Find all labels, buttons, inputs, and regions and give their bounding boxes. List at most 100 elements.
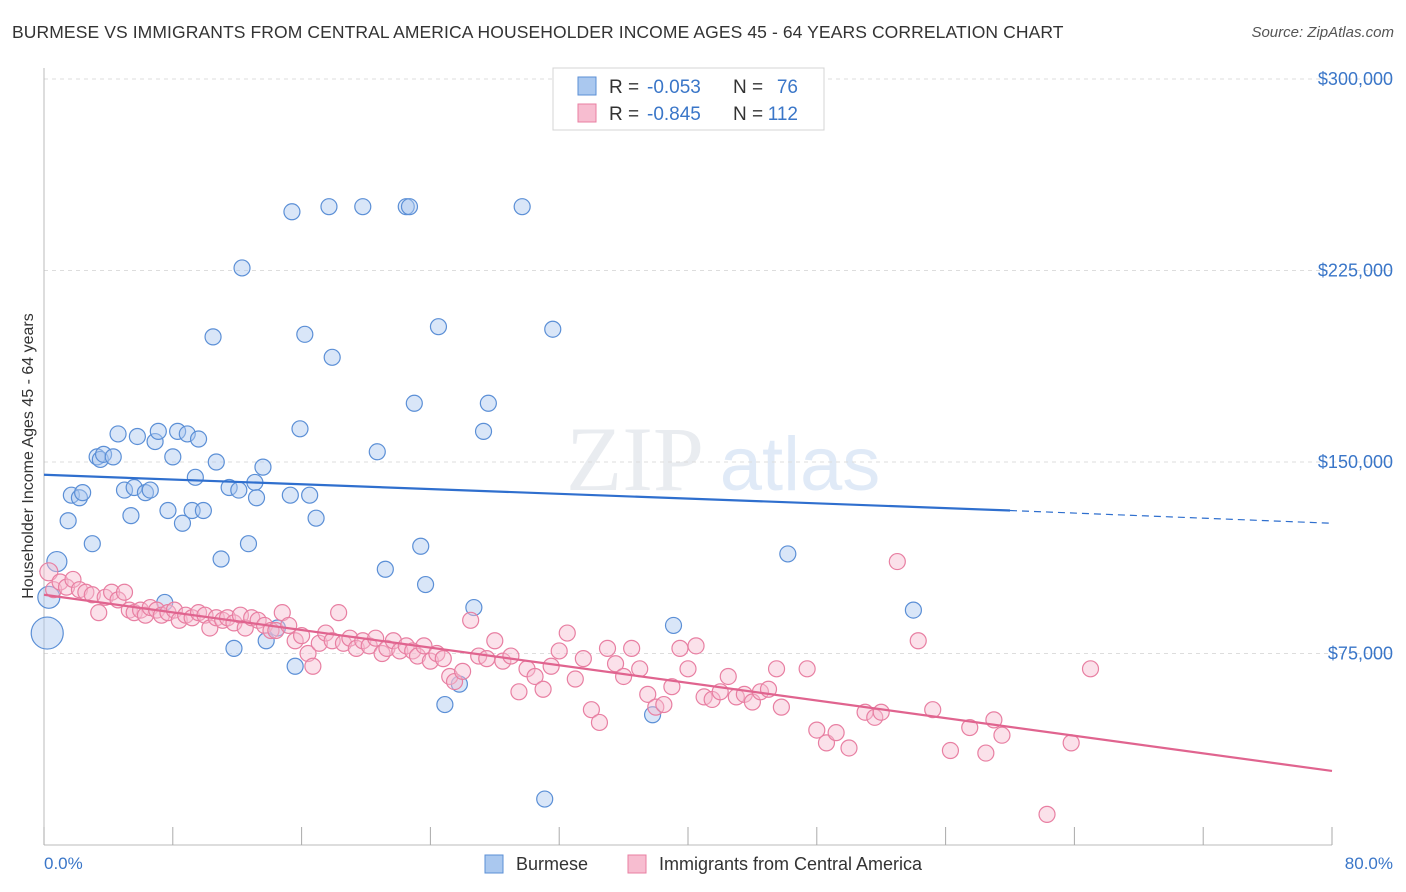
burmese-point-59 [412, 537, 430, 555]
central-america-point-91 [639, 685, 657, 703]
central-america-point-111 [840, 739, 858, 757]
central-america-point-75 [510, 683, 528, 701]
burmese-point-26 [178, 425, 196, 443]
burmese-point-49 [301, 486, 319, 504]
legend-r-value-burmese: -0.053 [647, 77, 701, 98]
legend-n-value-burmese: 76 [777, 77, 798, 98]
legend-r-value-central: -0.845 [647, 104, 701, 125]
central-america-point-83 [574, 650, 592, 668]
burmese-point-28 [186, 468, 204, 486]
burmese-point-64 [465, 598, 483, 617]
central-america-point-48 [330, 604, 348, 622]
central-america-point-33 [236, 619, 254, 637]
central-america-point-97 [687, 637, 705, 655]
burmese-point-54 [368, 443, 386, 461]
burmese-point-33 [212, 550, 230, 568]
central-america-point-124 [1081, 660, 1100, 678]
burmese-point-10 [94, 445, 113, 463]
central-america-point-45 [310, 634, 328, 652]
burmese-point-48 [296, 325, 314, 343]
legend-r-label-burmese: R = [609, 77, 639, 98]
burmese-point-40 [247, 489, 266, 507]
central-america-point-60 [404, 642, 422, 660]
burmese-point-53 [354, 198, 372, 216]
central-america-point-116 [924, 701, 942, 719]
central-america-point-89 [623, 639, 641, 657]
burmese-point-51 [320, 198, 338, 216]
burmese-point-71 [664, 616, 683, 635]
central-america-point-88 [614, 667, 633, 686]
central-america-point-4 [64, 570, 82, 589]
legend-n-label-central: N = [733, 104, 763, 125]
series-legend: Burmese Immigrants from Central America [484, 854, 923, 874]
watermark-zip: ZIP [566, 408, 704, 510]
burmese-point-25 [173, 514, 192, 532]
correlation-legend: R = -0.053 N = 76 R = -0.845 N = 112 [552, 67, 825, 131]
burmese-point-35 [225, 639, 243, 657]
burmese-point-73 [904, 601, 923, 619]
burmese-point-23 [164, 448, 182, 466]
central-america-point-78 [534, 680, 552, 698]
burmese-point-67 [513, 198, 531, 216]
central-america-point-127 [798, 660, 816, 678]
central-america-point-66 [441, 667, 459, 686]
burmese-point-30 [194, 501, 212, 520]
watermark-atlas: atlas [720, 422, 881, 507]
burmese-point-7 [83, 535, 101, 553]
central-america-point-125 [772, 698, 790, 716]
burmese-point-65 [474, 422, 493, 440]
central-america-point-118 [961, 718, 979, 737]
legend-box [552, 67, 825, 131]
y-axis-label: Householder Income Ages 45 - 64 years [20, 313, 37, 599]
central-america-point-79 [542, 657, 560, 675]
burmese-point-14 [122, 507, 140, 525]
central-america-point-71 [478, 650, 496, 668]
central-america-point-107 [767, 660, 786, 678]
central-america-point-117 [941, 741, 960, 760]
x-axis-ticks [43, 827, 1333, 845]
central-america-point-121 [993, 726, 1011, 744]
burmese-point-6 [74, 484, 92, 502]
central-america-trend-line [43, 593, 1333, 773]
burmese-points [30, 198, 923, 808]
burmese-point-13 [115, 481, 134, 499]
central-america-point-68 [454, 662, 472, 680]
central-america-point-80 [550, 642, 568, 660]
legend-r-label-central: R = [609, 104, 639, 125]
central-america-point-101 [719, 667, 737, 686]
central-america-point-61 [408, 647, 427, 665]
legend-n-label-burmese: N = [733, 77, 763, 98]
burmese-point-47 [291, 420, 309, 438]
central-america-point-65 [434, 650, 452, 668]
central-america-point-40 [280, 616, 298, 635]
burmese-point-66 [479, 394, 497, 412]
central-america-point-82 [566, 670, 584, 688]
source-credit: Source: ZipAtlas.com [1251, 24, 1394, 41]
central-america-point-95 [671, 639, 689, 657]
burmese-point-5 [70, 489, 89, 507]
central-america-point-8 [90, 604, 108, 622]
central-america-point-69 [462, 611, 480, 629]
legend-bottom-swatch-burmese [484, 854, 504, 874]
central-america-point-85 [590, 713, 609, 732]
burmese-point-41 [254, 458, 272, 476]
burmese-point-20 [149, 422, 167, 440]
central-america-point-96 [679, 660, 697, 678]
central-america-point-43 [299, 644, 317, 663]
y-axis-tick-labels: $75,000 $150,000 $225,000 $300,000 [1318, 69, 1393, 664]
central-america-point-114 [888, 552, 906, 571]
burmese-point-31 [204, 328, 222, 346]
central-america-point-122 [1038, 805, 1056, 823]
burmese-point-72 [779, 545, 797, 563]
burmese-point-2 [46, 550, 68, 573]
central-america-point-119 [977, 744, 995, 762]
central-america-point-7 [83, 586, 101, 604]
central-america-point-44 [304, 657, 322, 675]
central-america-point-115 [909, 632, 927, 650]
burmese-point-45 [283, 203, 301, 221]
x-tick-label-max: 80.0% [1345, 854, 1393, 873]
burmese-point-16 [128, 427, 146, 446]
y-tick-label-150000: $150,000 [1318, 452, 1393, 472]
central-america-point-72 [486, 632, 504, 650]
burmese-point-58 [405, 394, 423, 412]
